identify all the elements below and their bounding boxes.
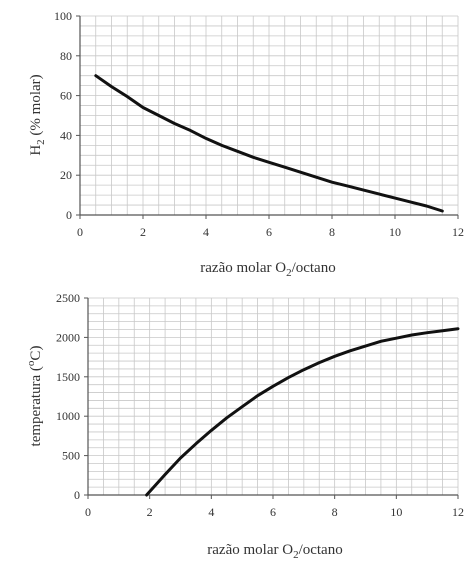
temp-x-tick-label: 4 — [208, 505, 214, 519]
h2-y-tick-label: 100 — [54, 9, 72, 23]
h2-chart-svg: 0 2 4 6 8 10 12 0 20 40 60 80 100 razão molar O2/oct… — [0, 0, 473, 281]
h2-x-tick-label: 4 — [203, 225, 209, 239]
h2-x-tick-label: 10 — [389, 225, 401, 239]
h2-y-tick-label: 60 — [60, 89, 72, 103]
temp-x-tick-label: 6 — [270, 505, 276, 519]
temp-y-tick-label: 1500 — [56, 370, 80, 384]
temp-tick-labels: 0 2 4 6 8 10 12 0 500 1000 1500 2000 2500 — [56, 291, 464, 519]
h2-chart: 0 2 4 6 8 10 12 0 20 40 60 80 100 razão molar O2/oct… — [0, 0, 473, 281]
h2-x-tick-label: 8 — [329, 225, 335, 239]
temp-x-axis-label: razão molar O2/octano — [207, 542, 342, 561]
temp-y-tick-label: 2000 — [56, 330, 80, 344]
temp-x-tick-label: 12 — [452, 505, 464, 519]
h2-tick-labels: 0 2 4 6 8 10 12 0 20 40 60 80 100 — [54, 9, 464, 239]
temp-x-tick-label: 10 — [390, 505, 402, 519]
h2-y-tick-label: 0 — [66, 208, 72, 222]
temp-x-tick-label: 2 — [147, 505, 153, 519]
temp-series-line — [147, 329, 458, 495]
temp-series — [147, 329, 458, 495]
temp-x-tick-label: 8 — [332, 505, 338, 519]
h2-y-axis-label: H2 (% molar) — [28, 74, 47, 155]
temp-y-tick-label: 1000 — [56, 409, 80, 423]
temperature-chart-svg: 0 2 4 6 8 10 12 0 500 1000 1500 2000 2500 razão mola… — [0, 281, 473, 562]
temp-grid — [88, 298, 458, 495]
h2-y-tick-label: 20 — [60, 168, 72, 182]
h2-grid — [80, 16, 458, 215]
h2-x-tick-label: 12 — [452, 225, 464, 239]
temp-y-tick-label: 0 — [74, 488, 80, 502]
temp-y-tick-label: 2500 — [56, 291, 80, 305]
h2-y-tick-label: 80 — [60, 49, 72, 63]
h2-x-axis-label: razão molar O2/octano — [200, 260, 335, 279]
h2-axes — [76, 16, 458, 219]
temp-y-tick-label: 500 — [62, 449, 80, 463]
h2-y-tick-label: 40 — [60, 128, 72, 142]
temp-y-axis-label: temperatura (oC) — [25, 346, 44, 447]
h2-x-tick-label: 6 — [266, 225, 272, 239]
h2-x-tick-label: 0 — [77, 225, 83, 239]
temp-x-tick-label: 0 — [85, 505, 91, 519]
temperature-chart: 0 2 4 6 8 10 12 0 500 1000 1500 2000 2500 razão mola… — [0, 281, 473, 562]
temp-axes — [84, 298, 458, 499]
h2-x-tick-label: 2 — [140, 225, 146, 239]
